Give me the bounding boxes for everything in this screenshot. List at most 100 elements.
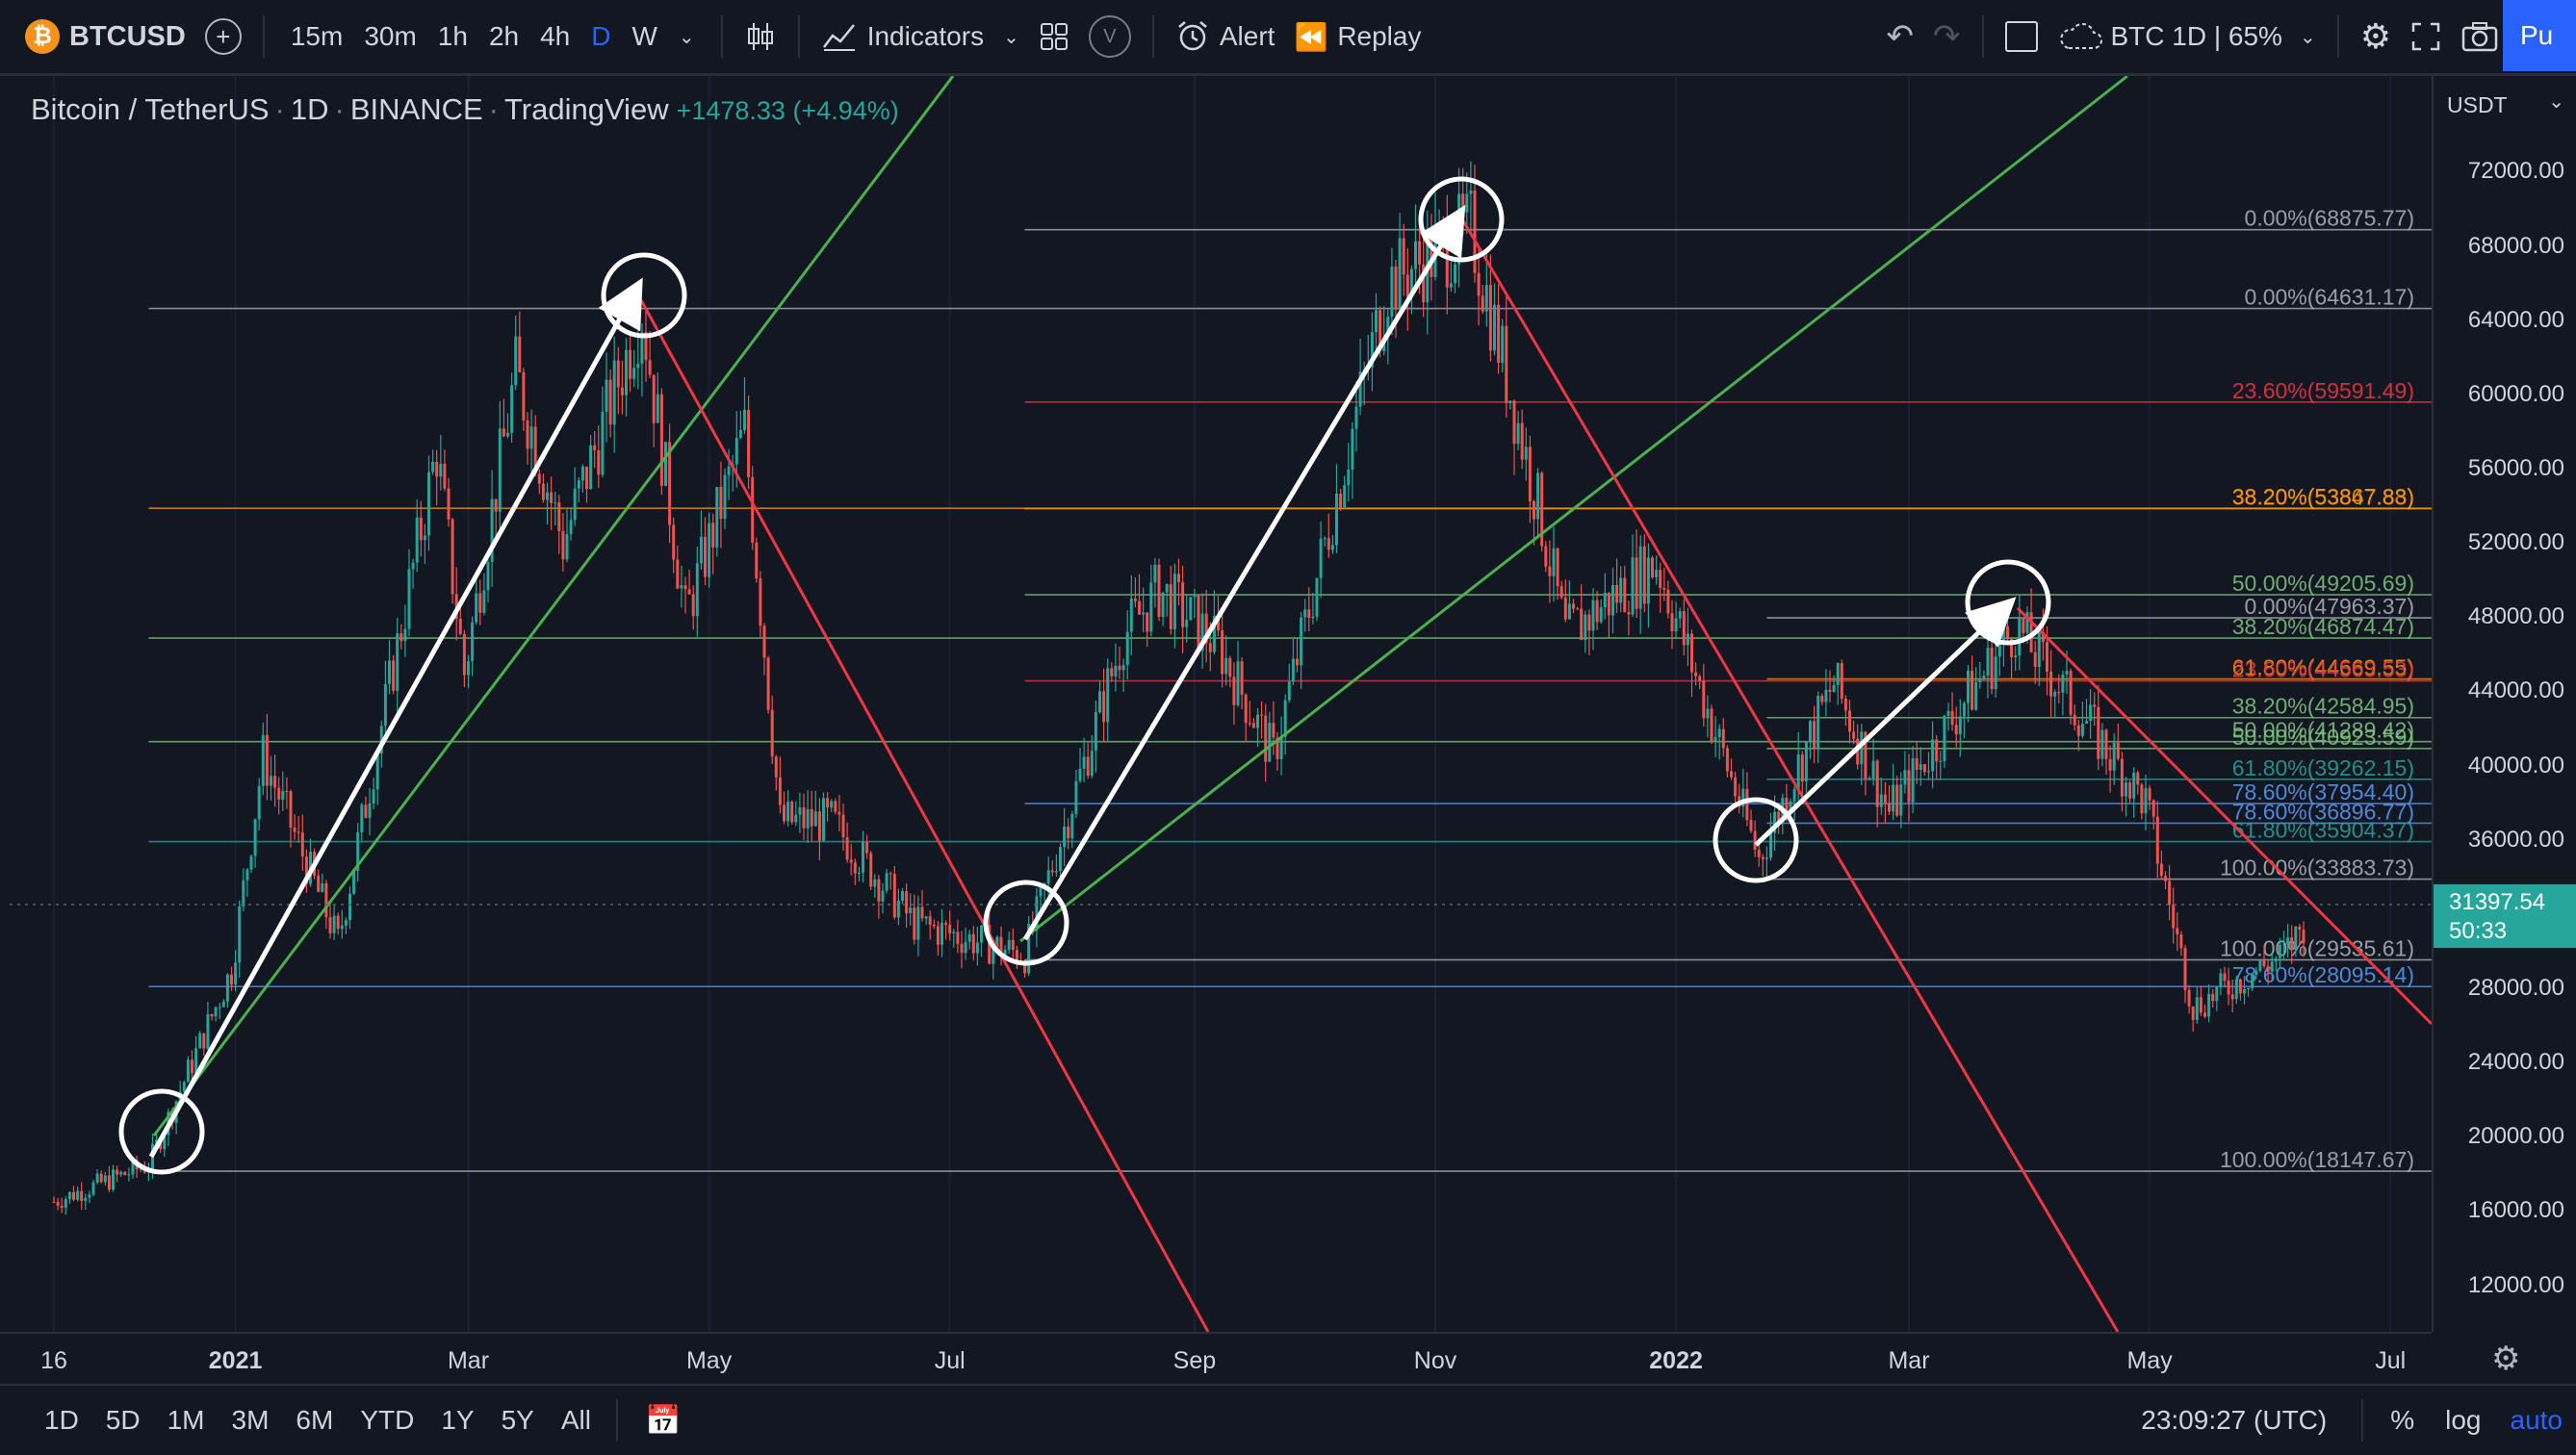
fullscreen-layout-button[interactable] <box>1996 0 2048 73</box>
candle <box>2160 851 2163 880</box>
candle <box>123 1171 126 1176</box>
time-tick-label: Jul <box>2375 1347 2406 1375</box>
currency-label[interactable]: USDT <box>2447 92 2508 118</box>
interval-30m[interactable]: 30m <box>353 21 426 52</box>
candle <box>285 778 288 809</box>
candle <box>1493 283 1496 355</box>
range-1m[interactable]: 1M <box>154 1405 219 1436</box>
candle <box>1106 658 1109 740</box>
highlight-circle <box>121 1091 202 1172</box>
settings-button[interactable]: ⚙ <box>2351 0 2401 73</box>
candle <box>645 307 648 382</box>
candle <box>2097 685 2099 771</box>
indicators-button[interactable]: Indicators <box>811 0 993 73</box>
range-ytd[interactable]: YTD <box>347 1405 427 1436</box>
candle <box>348 886 351 929</box>
compare-button[interactable]: + <box>195 0 251 73</box>
range-all[interactable]: All <box>548 1405 605 1436</box>
candle <box>1615 558 1618 612</box>
candle <box>245 868 248 897</box>
candle <box>724 469 727 529</box>
candle <box>889 872 892 890</box>
range-5y[interactable]: 5Y <box>488 1405 548 1436</box>
range-3m[interactable]: 3M <box>219 1405 283 1436</box>
range-6m[interactable]: 6M <box>282 1405 347 1436</box>
candle <box>1008 932 1011 954</box>
goto-date-icon[interactable]: 📅 <box>630 1404 696 1438</box>
candle <box>1706 696 1709 738</box>
candle <box>1568 580 1571 619</box>
currency-dropdown-icon[interactable]: ⌄ <box>2548 89 2564 114</box>
candle <box>403 604 406 656</box>
candle <box>502 399 505 437</box>
range-1y[interactable]: 1Y <box>427 1405 487 1436</box>
undo-button[interactable]: ↶ <box>1877 0 1924 73</box>
candle <box>1892 764 1894 820</box>
interval-w[interactable]: W <box>621 21 667 52</box>
indicators-dropdown-icon[interactable]: ⌄ <box>993 0 1029 73</box>
candle <box>1497 284 1500 373</box>
redo-button[interactable]: ↷ <box>1923 0 1971 73</box>
legend-dot: · <box>275 92 285 126</box>
chart-type-button[interactable] <box>734 0 786 73</box>
range-5d[interactable]: 5D <box>92 1405 154 1436</box>
interval-4h[interactable]: 4h <box>529 21 580 52</box>
candle <box>759 571 761 639</box>
layout-menu-button[interactable]: BTC 1D | 65% ⌄ <box>2048 0 2326 73</box>
replay-button[interactable]: ⏪ Replay <box>1284 0 1430 73</box>
candle <box>1181 566 1184 653</box>
utc-clock[interactable]: 23:09:27 (UTC) <box>2141 1405 2350 1436</box>
candle <box>968 930 971 949</box>
interval-15m[interactable]: 15m <box>280 21 353 52</box>
time-tick-label: Sep <box>1173 1347 1216 1375</box>
toolbar-divider <box>1982 15 1984 58</box>
symbol-search[interactable]: ₿ BTCUSD <box>0 0 195 73</box>
publish-button[interactable]: Pu <box>2503 0 2576 71</box>
candle <box>527 412 529 465</box>
candle <box>1063 808 1066 866</box>
candle <box>937 921 940 956</box>
candle <box>822 792 825 841</box>
candle <box>711 514 714 574</box>
candle <box>1292 639 1295 685</box>
candle <box>704 517 707 585</box>
candle <box>1931 722 1934 789</box>
price-chart[interactable]: 0.00%(68875.77)0.00%(64631.17)23.60%(595… <box>0 76 2576 1332</box>
candle <box>1971 655 1973 710</box>
candle <box>886 869 889 893</box>
candle <box>1450 260 1453 292</box>
toolbar-divider <box>1152 15 1154 58</box>
candle <box>104 1172 107 1186</box>
fullscreen-button[interactable] <box>2401 0 2451 73</box>
candle <box>1557 548 1559 600</box>
candle <box>546 483 549 524</box>
candle <box>1903 751 1906 793</box>
candle <box>258 778 261 830</box>
candle <box>1382 306 1385 355</box>
candle <box>112 1165 115 1192</box>
candle <box>933 920 936 930</box>
v-button[interactable]: V <box>1079 0 1141 73</box>
templates-button[interactable] <box>1029 0 1079 73</box>
interval-dropdown-icon[interactable]: ⌄ <box>668 25 706 49</box>
snapshot-button[interactable] <box>2451 0 2509 73</box>
candle <box>550 476 553 529</box>
interval-2h[interactable]: 2h <box>478 21 529 52</box>
log-toggle[interactable]: log <box>2430 1405 2496 1436</box>
candle <box>1702 664 1705 727</box>
candle <box>1762 855 1765 877</box>
interval-d[interactable]: D <box>580 21 621 52</box>
axis-settings-icon[interactable]: ⚙ <box>2491 1340 2520 1378</box>
range-1d[interactable]: 1D <box>31 1405 92 1436</box>
auto-toggle[interactable]: auto <box>2497 1405 2576 1436</box>
interval-1h[interactable]: 1h <box>427 21 478 52</box>
candle <box>2014 646 2017 671</box>
legend-dot: · <box>489 92 499 126</box>
candle <box>1228 656 1231 688</box>
candle <box>574 468 577 526</box>
fib-level-label: 50.00%(40923.59) <box>2232 725 2414 750</box>
alert-button[interactable]: Alert <box>1166 0 1285 73</box>
percent-toggle[interactable]: % <box>2375 1405 2430 1436</box>
